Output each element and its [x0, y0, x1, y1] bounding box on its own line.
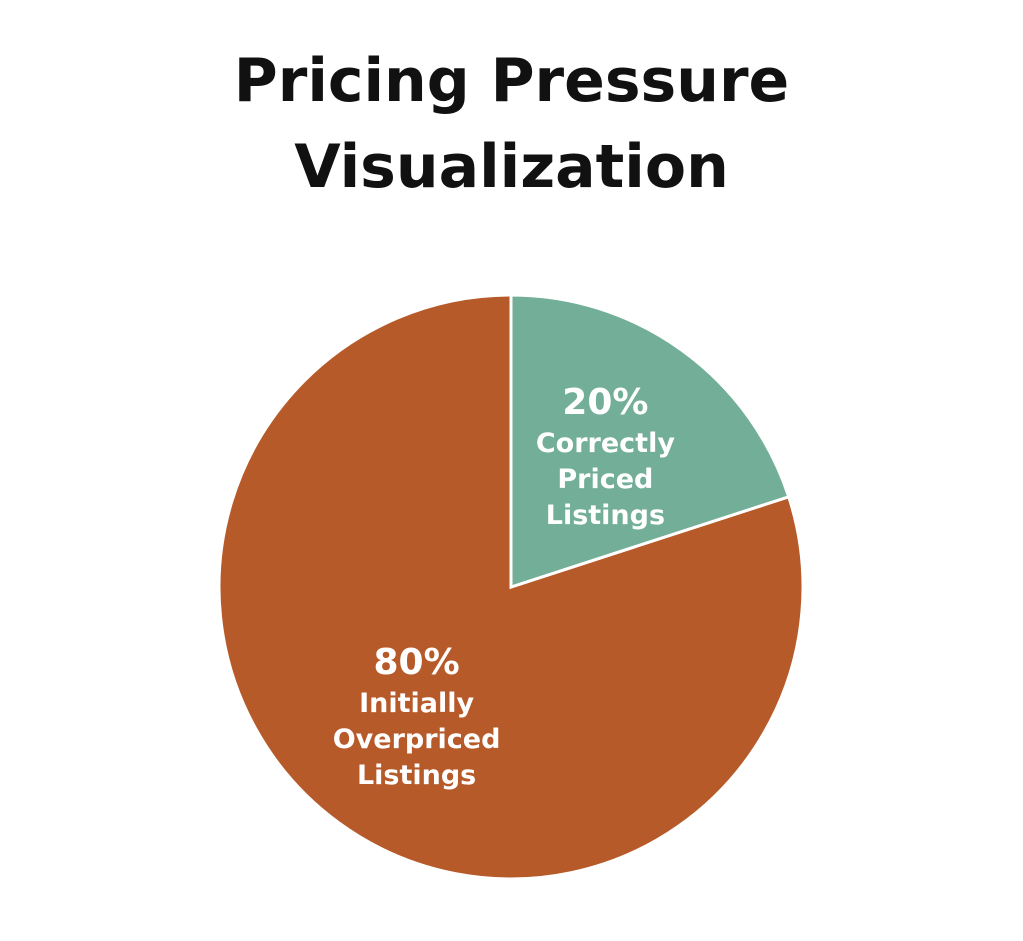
slice-category-label: Correctly Priced Listings	[535, 428, 675, 532]
slice-value-label: 20%	[562, 382, 649, 424]
chart-title: Pricing Pressure Visualization	[233, 46, 790, 202]
slice-label: 80% Initially Overpriced Listings	[317, 640, 517, 794]
slice-value-label: 80%	[373, 641, 460, 683]
slice-category-label: Initially Overpriced Listings	[332, 687, 501, 791]
pie-slice	[509, 293, 791, 590]
slice-label: 20% Correctly Priced Listings	[505, 380, 705, 534]
